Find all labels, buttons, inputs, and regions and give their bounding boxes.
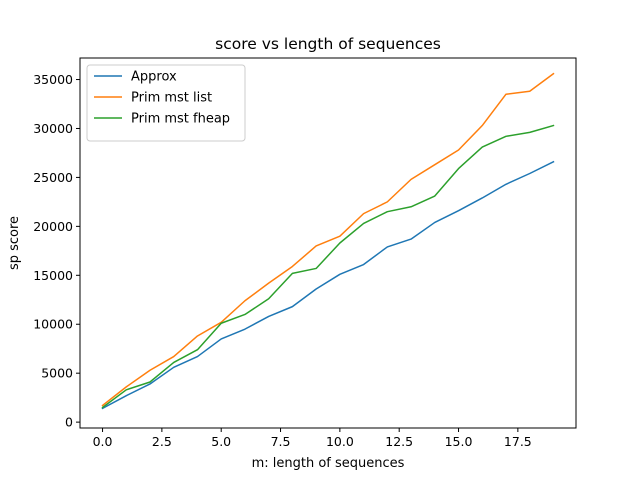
legend-label: Prim mst list (131, 91, 212, 106)
x-tick-label: 17.5 (504, 434, 532, 449)
x-axis-ticks: 0.0 2.5 5.0 7.5 10.0 12.5 15.0 17.5 (93, 428, 532, 449)
x-tick-label: 12.5 (385, 434, 413, 449)
y-tick-label: 5000 (41, 366, 73, 381)
legend-label: Prim mst fheap (131, 112, 230, 127)
y-tick-label: 30000 (33, 121, 73, 136)
series-line-prim-mst-fheap (101, 124, 555, 409)
x-tick-label: 15.0 (445, 434, 473, 449)
series-group (101, 72, 555, 410)
y-axis-label: sp score (7, 216, 22, 270)
x-tick-label: 2.5 (152, 434, 172, 449)
y-tick-label: 20000 (33, 219, 73, 234)
axes-frame (79, 57, 577, 429)
x-tick-label: 0.0 (93, 434, 113, 449)
legend: Approx Prim mst list Prim mst fheap (86, 64, 246, 142)
legend-label: Approx (131, 70, 177, 85)
x-tick-label: 7.5 (271, 434, 291, 449)
x-tick-label: 5.0 (211, 434, 231, 449)
y-tick-label: 0 (65, 415, 73, 430)
series-line-prim-mst-list (101, 72, 555, 407)
series-line-approx (101, 160, 555, 410)
chart-title: score vs length of sequences (215, 35, 441, 53)
x-tick-label: 10.0 (326, 434, 354, 449)
y-tick-label: 25000 (33, 170, 73, 185)
y-tick-label: 15000 (33, 268, 73, 283)
x-axis-label: m: length of sequences (252, 456, 405, 471)
y-tick-label: 35000 (33, 72, 73, 87)
legend-box (86, 64, 246, 142)
y-axis-ticks: 0 5000 10000 15000 20000 25000 30000 35000 (33, 72, 80, 430)
y-tick-label: 10000 (33, 317, 73, 332)
